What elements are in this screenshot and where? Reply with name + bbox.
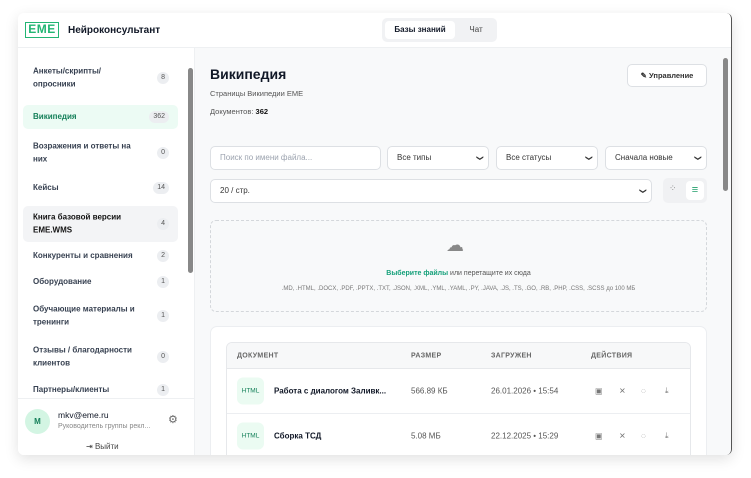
chevron-down-icon: ❯ (585, 155, 593, 161)
logout-icon: ⇥ (86, 442, 93, 451)
close-icon[interactable]: ✕ (619, 431, 626, 441)
close-icon[interactable]: ✕ (619, 386, 626, 396)
per-page-select[interactable]: 20 / стр. ❯ (210, 179, 652, 203)
count-badge: 0 (157, 147, 169, 159)
count-badge: 8 (157, 72, 169, 84)
documents-card: ДОКУМЕНТ РАЗМЕР ЗАГРУЖЕН ДЕЙСТВИЯ HTML Ра… (210, 326, 707, 455)
document-size: 5.08 МБ (411, 431, 441, 441)
sidebar-item-label: Конкуренты и сравнения (33, 250, 133, 260)
chevron-down-icon: ❯ (694, 155, 702, 161)
logout-button[interactable]: ⇥ Выйти (86, 442, 119, 451)
document-name[interactable]: Сборка ТСД (274, 431, 322, 441)
sidebar-item-label: Кейсы (33, 182, 59, 192)
document-date: 22.12.2025 • 15:29 (491, 431, 559, 441)
table-row[interactable]: HTML Работа с диалогом Заливк... 566.89 КБ… (227, 369, 690, 414)
download-icon[interactable]: ⤓ (665, 431, 669, 440)
view-toggle: ⁘ ≡ (663, 178, 707, 203)
sort-select[interactable]: Сначала новые ❯ (605, 146, 707, 170)
count-badge: 0 (157, 351, 169, 363)
document-size: 566.89 КБ (411, 386, 448, 396)
list-view-icon[interactable]: ≡ (686, 181, 704, 200)
count-badge: 1 (157, 384, 169, 396)
sidebar: Анкеты/скрипты/опросники 8 Википедия 362 Воз… (18, 48, 195, 455)
document-name[interactable]: Работа с диалогом Заливк... (274, 386, 387, 396)
sidebar-item-label: Оборудование (33, 276, 92, 286)
user-role: Руководитель группы рекл... (58, 423, 151, 430)
sidebar-item[interactable]: Обучающие материалы и тренинги 1 (23, 298, 178, 334)
sidebar-item-label: Книга базовой версии EME.WMS (33, 212, 122, 235)
file-icon[interactable]: ▣ (595, 386, 603, 396)
status-filter-select[interactable]: Все статусы ❯ (496, 146, 598, 170)
tab-chat[interactable]: Чат (469, 25, 483, 34)
page-title: Википедия (210, 66, 287, 82)
sidebar-item[interactable]: Конкуренты и сравнения 2 (23, 244, 178, 268)
sidebar-item[interactable]: Книга базовой версии EME.WMS 4 (23, 206, 178, 242)
sidebar-item[interactable]: Отзывы / благодарности клиентов 0 (23, 339, 178, 375)
count-badge: 362 (149, 111, 169, 123)
type-filter-select[interactable]: Все типы ❯ (387, 146, 489, 170)
chat-icon[interactable]: ◌ (641, 431, 646, 441)
cloud-upload-icon: ☁ (446, 235, 464, 255)
docs-count: Документов: 362 (210, 107, 269, 116)
count-badge: 4 (157, 218, 169, 230)
header: EME Нейроконсультант Базы знаний Чат (18, 13, 731, 48)
sidebar-item[interactable]: Партнеры/клиенты 1 (23, 378, 178, 402)
page-subtitle: Страницы Википедии EME (210, 89, 304, 98)
sidebar-item[interactable]: Анкеты/скрипты/опросники 8 (23, 58, 178, 98)
upload-dropzone[interactable]: ☁ Выберите файлы или перетащите их сюда … (210, 220, 707, 312)
avatar: M (25, 409, 50, 434)
sidebar-item-label: Анкеты/скрипты/опросники (33, 66, 101, 89)
chevron-down-icon: ❯ (639, 188, 647, 194)
manage-button[interactable]: ✎ Управление (627, 64, 707, 87)
count-badge: 1 (157, 310, 169, 322)
gear-icon[interactable]: ⚙ (168, 414, 178, 426)
app-title: Нейроконсультант (68, 25, 161, 36)
sidebar-item-label: Обучающие материалы и тренинги (33, 304, 135, 327)
sidebar-item[interactable]: Кейсы 14 (23, 176, 178, 200)
file-type-badge: HTML (237, 422, 264, 450)
table-row[interactable]: HTML Сборка ТСД 5.08 МБ 22.12.2025 • 15:29 ▣… (227, 414, 690, 455)
sidebar-item[interactable]: Оборудование 1 (23, 270, 178, 294)
pencil-icon: ✎ (640, 71, 647, 80)
logo: EME (25, 22, 59, 38)
download-icon[interactable]: ⤓ (665, 386, 669, 395)
tab-switcher: Базы знаний Чат (382, 18, 497, 42)
count-badge: 1 (157, 276, 169, 288)
grid-view-icon[interactable]: ⁘ (669, 183, 677, 193)
file-type-badge: HTML (237, 377, 264, 405)
documents-table: ДОКУМЕНТ РАЗМЕР ЗАГРУЖЕН ДЕЙСТВИЯ HTML Ра… (226, 342, 691, 455)
tab-knowledge-bases[interactable]: Базы знаний (385, 21, 455, 39)
sidebar-item[interactable]: Возражения и ответы на них 0 (23, 133, 178, 173)
allowed-formats: .MD, .HTML, .DOCX, .PDF, .PPTX, .TXT, .J… (281, 286, 636, 292)
sidebar-item-label: Возражения и ответы на них (33, 141, 131, 164)
count-badge: 2 (157, 250, 169, 262)
sidebar-item[interactable]: Википедия 362 (23, 105, 178, 129)
chat-icon[interactable]: ◌ (641, 386, 646, 396)
file-icon[interactable]: ▣ (595, 431, 603, 441)
table-header: ДОКУМЕНТ РАЗМЕР ЗАГРУЖЕН ДЕЙСТВИЯ (227, 343, 690, 369)
count-badge: 14 (153, 182, 169, 194)
logout-label: Выйти (94, 442, 119, 451)
main-scrollbar[interactable] (720, 48, 731, 455)
user-email: mkv@eme.ru (58, 410, 109, 420)
chevron-down-icon: ❯ (476, 155, 484, 161)
app-window: EME Нейроконсультант Базы знаний Чат Анк… (18, 13, 732, 455)
sidebar-item-label: Отзывы / благодарности клиентов (33, 345, 132, 368)
search-input[interactable]: Поиск по имени файла... (210, 146, 381, 170)
document-date: 26.01.2026 • 15:54 (491, 386, 559, 396)
user-panel: M mkv@eme.ru Руководитель группы рекл...… (18, 398, 195, 455)
choose-files-link[interactable]: Выберите файлы (386, 270, 449, 277)
sidebar-item-label: Википедия (33, 111, 77, 121)
main-content: Википедия Страницы Википедии EME Докумен… (195, 48, 720, 455)
sidebar-scrollbar[interactable] (187, 58, 193, 388)
sidebar-item-label: Партнеры/клиенты (33, 384, 110, 394)
